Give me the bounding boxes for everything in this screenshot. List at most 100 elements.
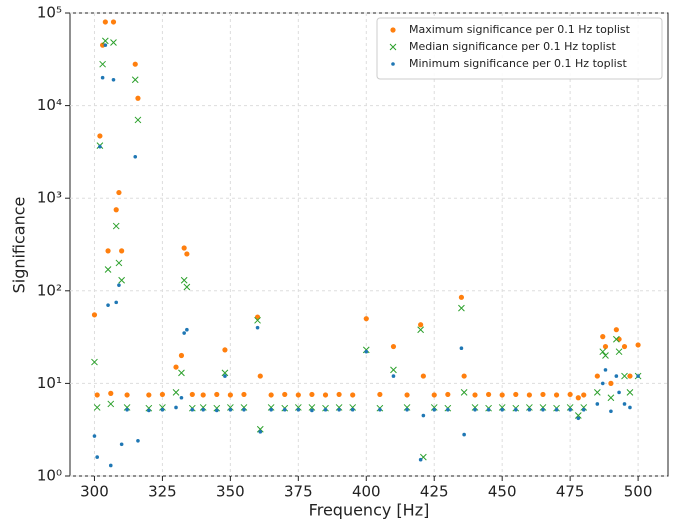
point: [499, 392, 505, 398]
point: [201, 407, 205, 412]
point: [626, 389, 634, 396]
point: [432, 407, 437, 412]
point: [282, 407, 287, 412]
y-axis-label: Significance: [10, 197, 29, 294]
point: [117, 283, 121, 287]
point: [614, 374, 619, 378]
y-tick-label: 10³: [37, 189, 62, 207]
point: [257, 373, 263, 379]
point: [95, 455, 99, 459]
point: [430, 404, 438, 411]
point: [574, 412, 582, 419]
point: [445, 391, 451, 398]
point: [418, 457, 423, 462]
point: [258, 430, 263, 434]
point: [91, 312, 98, 318]
point: [134, 116, 142, 124]
point: [111, 77, 116, 82]
point: [178, 352, 185, 359]
point: [294, 404, 302, 411]
point: [200, 392, 206, 398]
point: [282, 391, 288, 398]
point: [145, 404, 153, 412]
point: [267, 404, 275, 411]
point: [322, 392, 329, 398]
point: [363, 316, 369, 322]
point: [622, 402, 627, 406]
x-tick-label: 500: [624, 483, 653, 501]
point: [431, 392, 437, 398]
point: [93, 404, 101, 411]
point: [458, 294, 465, 300]
point: [421, 413, 426, 418]
point: [336, 391, 342, 398]
point: [115, 259, 123, 267]
point: [146, 392, 152, 398]
point: [172, 389, 180, 396]
point: [335, 404, 343, 411]
point: [131, 76, 139, 84]
x-tick-label: 475: [556, 483, 585, 501]
point: [228, 407, 233, 412]
point: [575, 395, 581, 401]
point: [391, 374, 396, 378]
x-tick-label: 375: [284, 483, 313, 501]
point: [616, 336, 622, 342]
point: [159, 404, 166, 411]
point: [222, 347, 228, 353]
point: [100, 75, 105, 80]
point: [136, 438, 140, 443]
point: [97, 133, 103, 139]
point: [119, 248, 125, 254]
point: [378, 407, 382, 412]
point: [174, 405, 178, 410]
point: [539, 404, 547, 411]
point: [377, 391, 383, 398]
point: [566, 404, 574, 411]
legend-box: [376, 17, 663, 80]
point: [189, 391, 195, 398]
point: [99, 60, 106, 68]
legend-label: Median significance per 0.1 Hz toplist: [409, 40, 616, 53]
point: [613, 327, 619, 333]
point: [337, 407, 341, 412]
legend-label: Maximum significance per 0.1 Hz toplist: [409, 23, 631, 36]
point: [599, 348, 607, 356]
point: [486, 391, 492, 398]
point: [123, 404, 131, 411]
point: [628, 405, 632, 410]
point: [91, 358, 98, 366]
point: [227, 392, 233, 398]
point: [183, 283, 191, 291]
point: [568, 407, 572, 412]
point: [405, 407, 409, 412]
point: [580, 404, 588, 411]
point: [254, 316, 261, 324]
x-tick-label: 350: [216, 483, 245, 501]
legend-label: Minimum significance per 0.1 Hz toplist: [409, 57, 627, 70]
x-tick-label: 325: [148, 483, 177, 501]
point: [418, 322, 424, 328]
y-tick-label: 10⁴: [37, 96, 62, 114]
point: [553, 392, 560, 398]
point: [500, 407, 504, 412]
point: [513, 391, 519, 398]
point: [461, 373, 467, 379]
point: [184, 251, 190, 257]
point: [296, 407, 301, 412]
point: [108, 463, 113, 468]
point: [404, 392, 410, 398]
point: [118, 276, 125, 284]
point: [581, 392, 587, 398]
point: [636, 374, 640, 378]
point: [98, 144, 102, 149]
point: [350, 407, 355, 412]
point: [101, 37, 109, 45]
point: [268, 392, 274, 398]
point: [593, 389, 601, 396]
point: [567, 391, 573, 398]
point: [223, 374, 227, 378]
point: [513, 407, 518, 412]
point: [540, 391, 546, 398]
